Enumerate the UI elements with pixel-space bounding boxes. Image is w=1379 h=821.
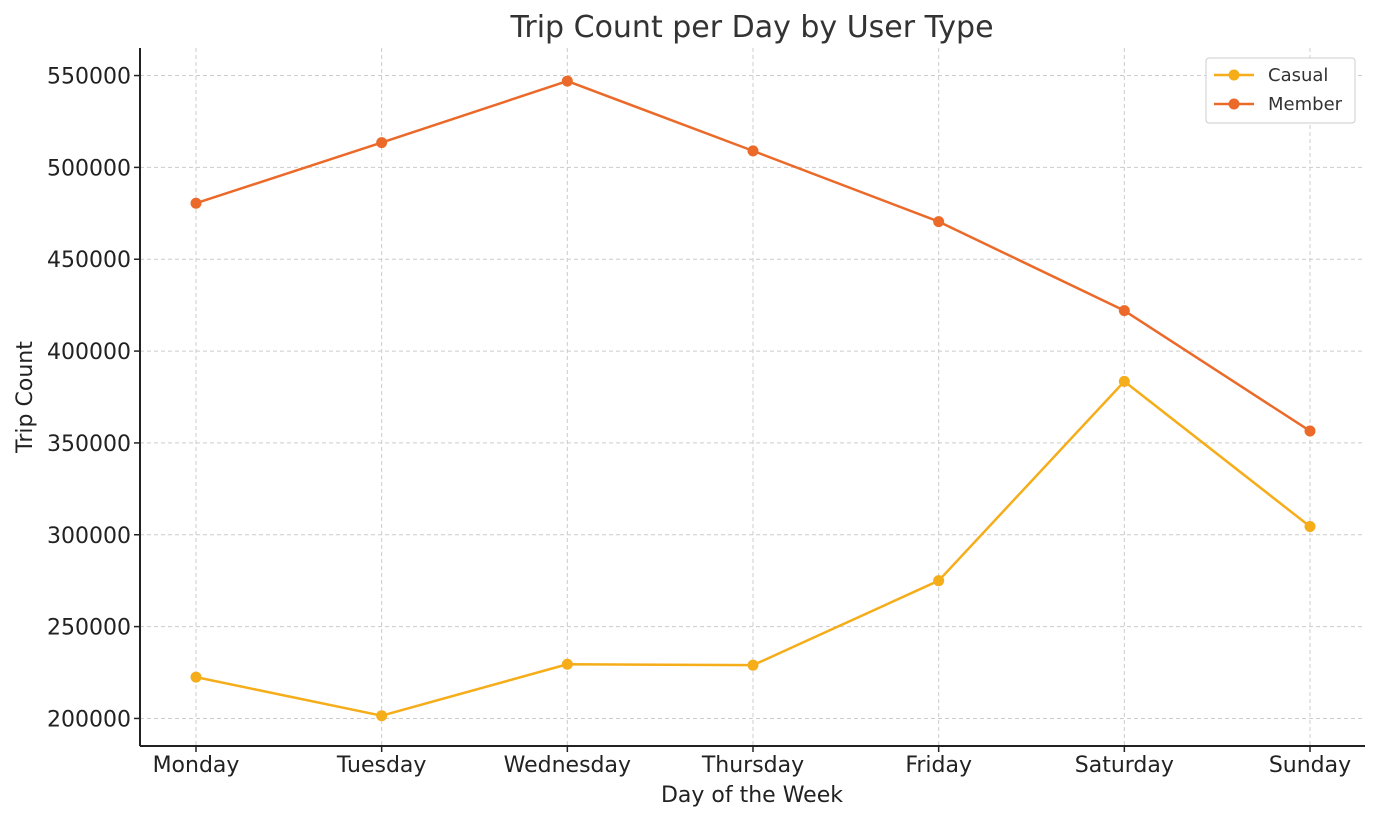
legend-member-marker — [1228, 98, 1240, 110]
y-axis-label: Trip Count — [13, 341, 38, 454]
data-point-casual — [1118, 375, 1130, 387]
legend-casual-marker — [1228, 69, 1240, 81]
data-point-casual — [1304, 520, 1316, 532]
legend: Casual Member — [1205, 57, 1356, 124]
y-tick-label: 350000 — [47, 432, 131, 457]
y-tick-label: 250000 — [47, 616, 131, 641]
axis-ticks: 200000 250000 300000 350000 400000 450000 5000… — [47, 65, 1351, 778]
series-lines — [190, 75, 1316, 722]
data-point-member — [190, 197, 202, 209]
y-tick-label: 400000 — [47, 340, 131, 365]
grid-lines — [140, 48, 1365, 746]
y-tick-label: 450000 — [47, 248, 131, 273]
data-point-casual — [747, 659, 759, 671]
chart-title: Trip Count per Day by User Type — [509, 10, 993, 45]
data-point-member — [561, 75, 573, 87]
y-tick-label: 200000 — [47, 707, 131, 732]
data-point-member — [933, 216, 945, 228]
data-point-casual — [376, 710, 388, 722]
y-tick-label: 550000 — [47, 65, 131, 90]
y-tick-label: 300000 — [47, 524, 131, 549]
legend-member-label: Member — [1268, 94, 1343, 115]
x-tick-label: Saturday — [1075, 753, 1174, 778]
y-tick-label: 500000 — [47, 156, 131, 181]
data-point-casual — [190, 671, 202, 683]
legend-casual-label: Casual — [1268, 65, 1328, 86]
x-tick-label: Monday — [153, 753, 240, 778]
x-tick-label: Wednesday — [504, 753, 631, 778]
x-tick-label: Friday — [905, 753, 972, 778]
data-point-member — [1304, 425, 1316, 437]
x-tick-label: Tuesday — [336, 753, 427, 778]
x-tick-label: Sunday — [1269, 753, 1351, 778]
data-point-member — [376, 137, 388, 149]
x-axis-label: Day of the Week — [661, 783, 843, 808]
data-point-casual — [561, 658, 573, 670]
data-point-member — [747, 145, 759, 157]
data-point-member — [1118, 305, 1130, 317]
x-tick-label: Thursday — [701, 753, 804, 778]
data-point-casual — [933, 575, 945, 587]
